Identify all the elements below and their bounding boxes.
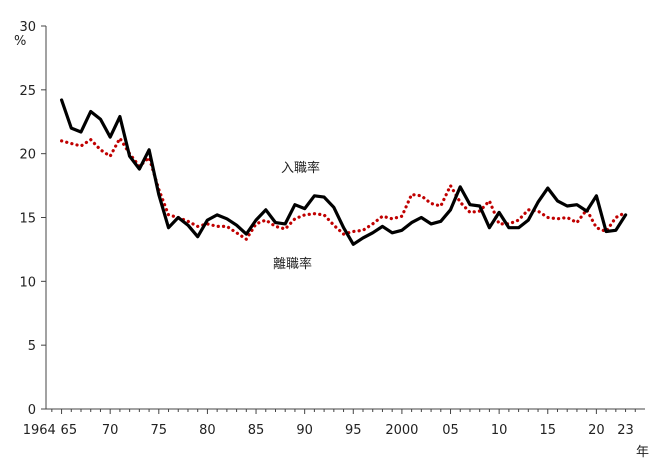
y-tick-label: 20 [19, 148, 36, 163]
x-tick-label: 10 [491, 423, 508, 438]
y-tick-label: 0 [28, 403, 36, 418]
x-tick-label: 15 [539, 423, 556, 438]
y-tick-label: 10 [19, 275, 36, 290]
series-label-hires: 入職率 [281, 160, 320, 176]
x-tick-label: 1964 [23, 423, 56, 438]
x-tick-label: 23 [617, 423, 634, 438]
y-axis-unit: % [14, 34, 26, 49]
x-tick-label: 20 [588, 423, 605, 438]
series-label-separations: 離職率 [273, 256, 312, 272]
x-tick-label: 90 [296, 423, 313, 438]
y-tick-label: 15 [19, 212, 36, 227]
x-axis-unit: 年 [636, 445, 649, 460]
x-tick-label: 2000 [385, 423, 418, 438]
x-tick-label: 95 [345, 423, 362, 438]
y-tick-label: 25 [19, 84, 36, 99]
x-tick-label: 85 [248, 423, 265, 438]
y-axis-ticks: 0 5 10 15 20 25 30 [19, 20, 46, 418]
series-line-hires [60, 98, 628, 246]
x-tick-label: 75 [151, 423, 168, 438]
series-lines [60, 98, 628, 246]
y-tick-label: 30 [19, 20, 36, 35]
x-tick-label: 05 [442, 423, 459, 438]
x-tick-label: 65 [61, 423, 78, 438]
x-axis-ticks: 1964 65 70 75 80 85 90 95 2000 05 10 15 20 23 [23, 409, 636, 438]
axes [45, 26, 645, 410]
x-tick-label: 70 [102, 423, 119, 438]
x-tick-label: 80 [199, 423, 216, 438]
y-tick-label: 5 [28, 339, 36, 354]
